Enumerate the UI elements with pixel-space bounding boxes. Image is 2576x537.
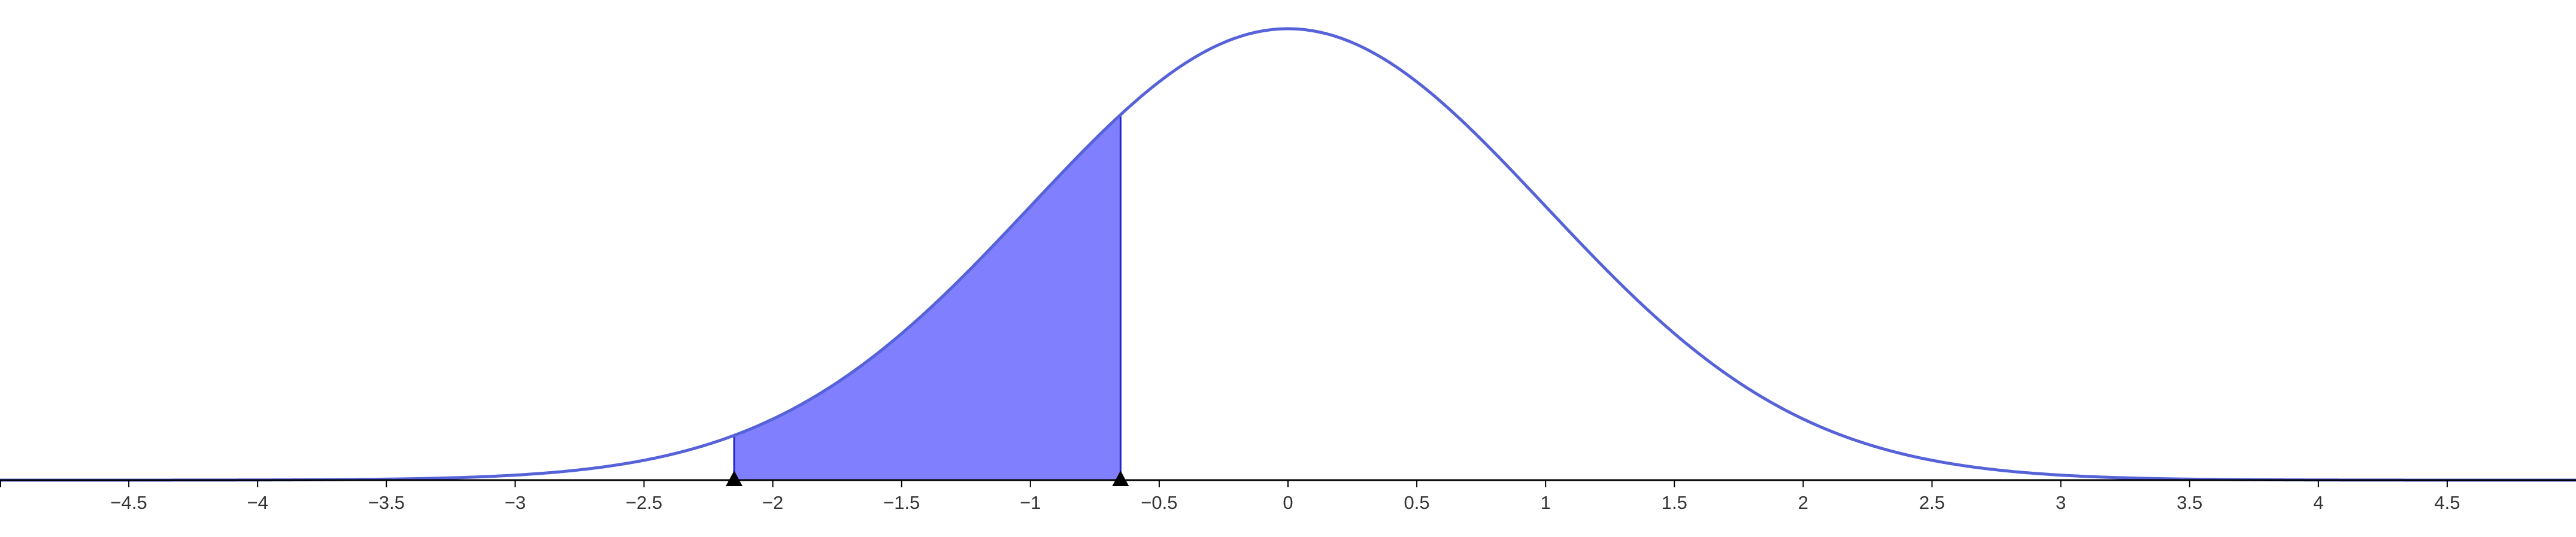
x-tick-label: 0: [1283, 492, 1293, 513]
shaded-area-layer: [733, 113, 1122, 481]
region-markers: [726, 471, 1129, 486]
region-bound-marker[interactable]: [1112, 471, 1129, 486]
x-tick-label: −4.5: [110, 492, 147, 513]
curve-layer: [0, 27, 2576, 482]
x-tick-label: 4.5: [2434, 492, 2460, 513]
x-tick-label: −2: [762, 492, 783, 513]
x-tick-label: −1: [1020, 492, 1041, 513]
shaded-probability-area: [733, 113, 1122, 481]
x-tick-label: −2.5: [626, 492, 662, 513]
x-tick-label: −3.5: [368, 492, 405, 513]
x-tick-label: 3: [2056, 492, 2066, 513]
x-axis-tick-labels: −4.5 −4 −3.5 −3 −2.5 −2 −1.5 −1 −0.5 0 0.5 1 1.5 2 2.5…: [110, 492, 2460, 513]
x-tick-label: −4: [247, 492, 268, 513]
x-tick-label: 3.5: [2177, 492, 2202, 513]
x-tick-label: 4: [2313, 492, 2323, 513]
x-tick-label: 2.5: [1919, 492, 1945, 513]
x-tick-label: −1.5: [883, 492, 920, 513]
x-tick-label: 0.5: [1404, 492, 1430, 513]
region-bound-marker[interactable]: [726, 471, 743, 486]
x-tick-label: 2: [1798, 492, 1808, 513]
x-tick-label: −0.5: [1141, 492, 1177, 513]
x-tick-label: 1.5: [1662, 492, 1687, 513]
x-tick-label: −3: [505, 492, 526, 513]
density-curve: [0, 27, 2576, 482]
x-tick-label: 1: [1541, 492, 1551, 513]
x-axis-ticks: [0, 480, 2448, 487]
